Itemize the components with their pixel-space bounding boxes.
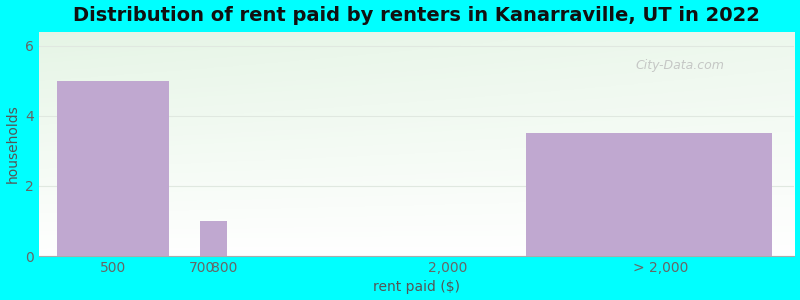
Text: City-Data.com: City-Data.com [636, 59, 725, 72]
X-axis label: rent paid ($): rent paid ($) [373, 280, 460, 294]
Bar [526, 133, 772, 256]
Title: Distribution of rent paid by renters in Kanarraville, UT in 2022: Distribution of rent paid by renters in … [74, 6, 760, 25]
Y-axis label: households: households [6, 104, 19, 183]
Bar [200, 221, 226, 256]
Bar [57, 81, 169, 256]
